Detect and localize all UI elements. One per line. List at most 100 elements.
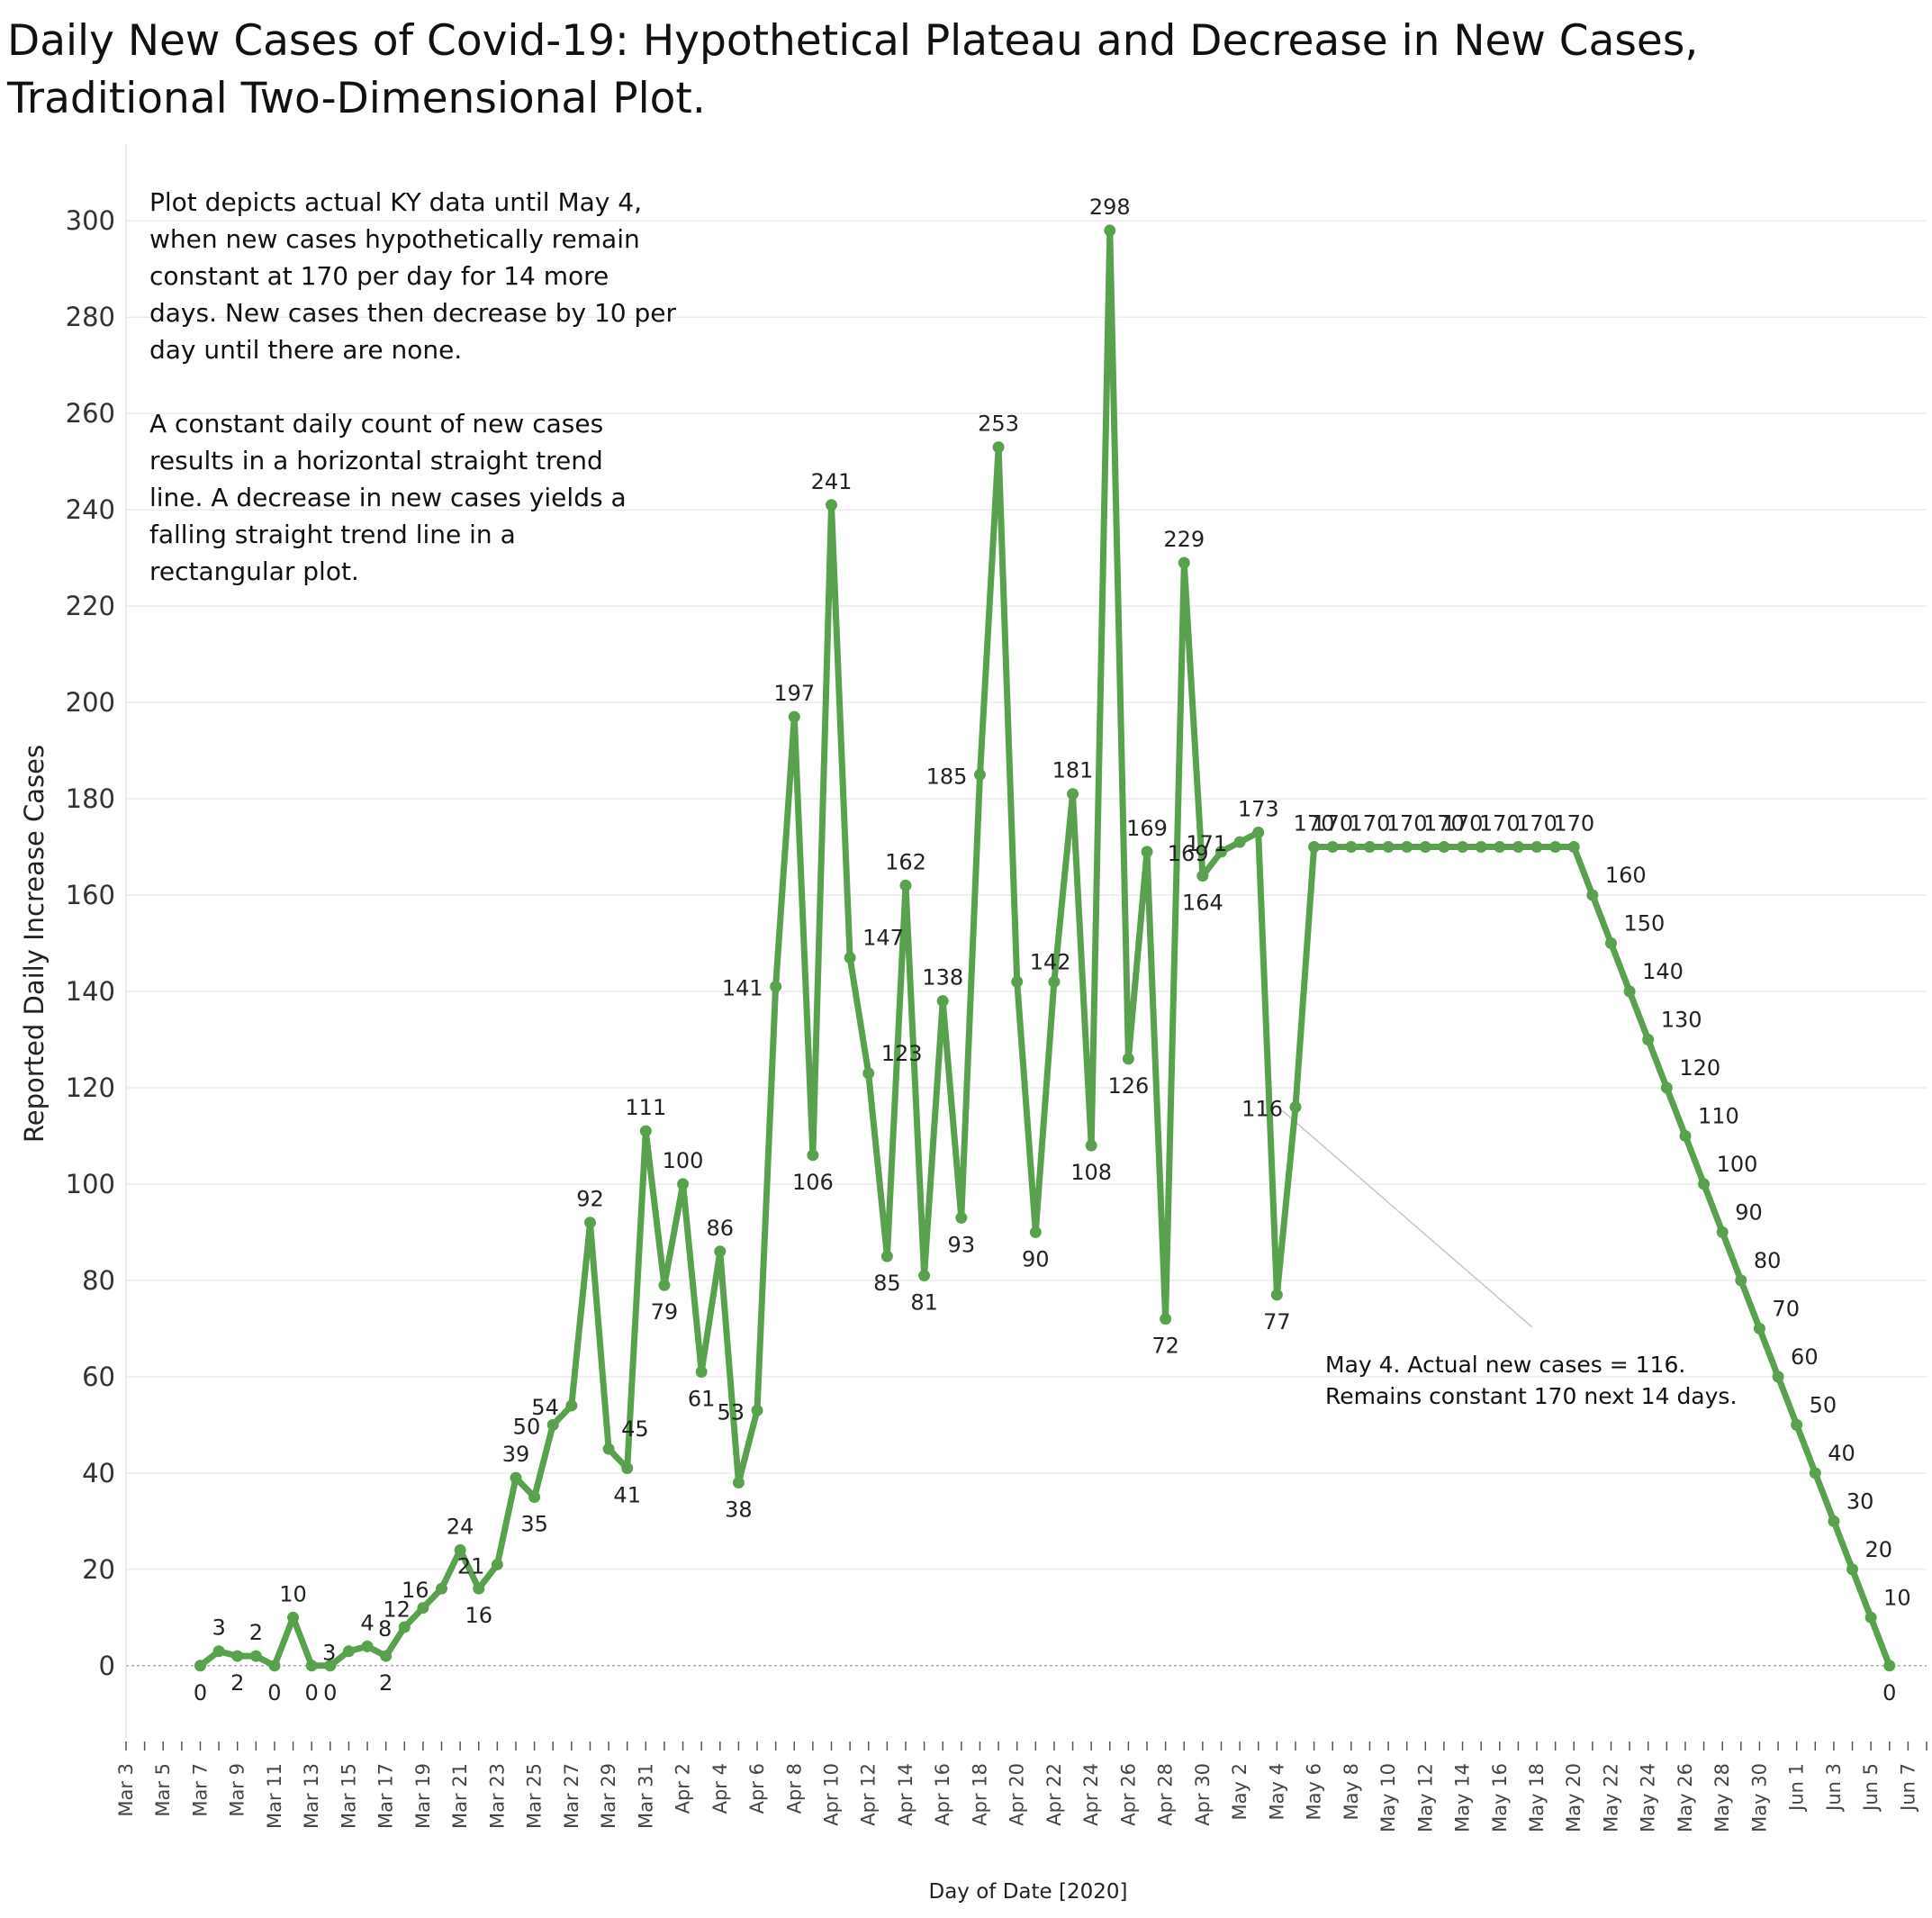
note-line: when new cases hypothetically remain [149, 224, 640, 254]
data-label: 90 [1022, 1246, 1050, 1271]
data-label: 4 [360, 1610, 374, 1635]
x-tick-label: Mar 21 [449, 1763, 471, 1829]
data-point [770, 981, 782, 993]
data-point [1660, 1081, 1673, 1094]
x-tick-label: Mar 27 [561, 1763, 582, 1829]
data-point [342, 1645, 355, 1658]
data-label: 142 [1030, 949, 1071, 974]
y-tick-label: 200 [66, 687, 115, 718]
data-point [287, 1611, 300, 1624]
data-label: 0 [323, 1680, 337, 1705]
data-point [1883, 1660, 1896, 1672]
data-point [1791, 1418, 1803, 1431]
data-point [1549, 841, 1562, 854]
data-label: 85 [873, 1271, 901, 1296]
data-label: 160 [1605, 863, 1647, 888]
data-point [639, 1125, 652, 1137]
data-label: 50 [1810, 1392, 1837, 1417]
data-label: 8 [378, 1616, 392, 1642]
data-label: 2 [230, 1670, 244, 1696]
x-axis: Mar 3 Mar 5 Mar 7 Mar 9 Mar 11 Mar 13 Mar 15 Ma… [115, 1742, 1927, 1832]
data-point [695, 1366, 708, 1379]
data-label: 21 [457, 1553, 485, 1579]
data-label: 138 [922, 965, 963, 991]
data-point [973, 768, 986, 781]
data-point [918, 1270, 931, 1282]
data-point [1828, 1515, 1840, 1527]
data-label: 12 [383, 1597, 411, 1623]
data-point [732, 1477, 745, 1489]
data-point [1698, 1178, 1711, 1190]
explanatory-note: Plot depicts actual KY data until May 4,… [149, 187, 676, 586]
x-tick-label: Apr 14 [895, 1763, 916, 1826]
x-tick-label: May 2 [1229, 1763, 1250, 1820]
data-point [249, 1650, 262, 1662]
data-point [380, 1650, 393, 1662]
data-label: 170 [1553, 811, 1594, 837]
data-point [1567, 841, 1580, 854]
data-point [880, 1250, 893, 1262]
data-point [1345, 841, 1358, 854]
data-label: 86 [707, 1216, 735, 1241]
y-tick-label: 40 [82, 1458, 115, 1488]
data-point [826, 499, 838, 511]
x-tick-label: Apr 20 [1007, 1763, 1028, 1826]
data-label: 0 [1882, 1680, 1896, 1705]
data-point [807, 1149, 819, 1162]
data-label: 141 [722, 976, 763, 1001]
annotation-line: Remains constant 170 next 14 days. [1325, 1383, 1737, 1409]
data-point [844, 952, 856, 964]
data-label: 10 [279, 1581, 307, 1606]
data-label: 30 [1846, 1488, 1874, 1514]
note-line: days. New cases then decrease by 10 per [149, 298, 676, 328]
data-point [528, 1491, 541, 1504]
data-label: 92 [576, 1187, 604, 1212]
data-point [1809, 1467, 1821, 1479]
data-point [1382, 841, 1395, 854]
data-label: 0 [194, 1680, 207, 1705]
data-point [1326, 841, 1339, 854]
data-point [862, 1067, 875, 1080]
data-point [602, 1443, 615, 1455]
x-tick-label: May 26 [1675, 1763, 1696, 1832]
x-tick-label: May 4 [1266, 1763, 1287, 1820]
data-label: 100 [663, 1148, 704, 1173]
data-label: 54 [531, 1395, 559, 1420]
data-point [1475, 841, 1487, 854]
data-point [658, 1279, 671, 1291]
y-tick-label: 280 [66, 302, 115, 332]
data-label: 70 [1772, 1296, 1800, 1321]
data-label: 10 [1883, 1585, 1911, 1610]
x-tick-label: May 14 [1452, 1763, 1474, 1832]
data-point [1214, 846, 1227, 858]
x-tick-label: Apr 12 [858, 1763, 880, 1826]
data-label: 80 [1754, 1248, 1782, 1273]
x-tick-label: Apr 16 [932, 1763, 953, 1826]
data-label: 20 [1865, 1537, 1893, 1562]
x-tick-label: May 22 [1600, 1763, 1621, 1832]
data-label: 162 [885, 849, 926, 874]
data-point [621, 1461, 634, 1474]
data-point [1735, 1274, 1747, 1287]
x-tick-label: Apr 22 [1043, 1763, 1065, 1826]
data-point [565, 1399, 578, 1412]
data-point [454, 1543, 466, 1556]
x-tick-label: Apr 4 [709, 1763, 731, 1814]
data-point [1029, 1226, 1042, 1238]
data-point [1270, 1289, 1283, 1301]
data-point [1122, 1053, 1134, 1065]
data-point [1363, 841, 1376, 854]
data-point [1048, 975, 1061, 988]
data-label: 170 [1312, 811, 1353, 837]
data-label: 53 [717, 1399, 745, 1425]
x-tick-label: May 12 [1414, 1763, 1436, 1832]
x-axis-label: Day of Date [2020] [929, 1880, 1128, 1904]
data-point [1011, 975, 1024, 988]
data-point [361, 1640, 374, 1652]
data-point [473, 1582, 485, 1595]
data-label: 197 [773, 681, 815, 706]
data-point [1178, 556, 1190, 569]
y-tick-label: 140 [66, 976, 115, 1007]
data-label: 170 [1516, 811, 1557, 837]
